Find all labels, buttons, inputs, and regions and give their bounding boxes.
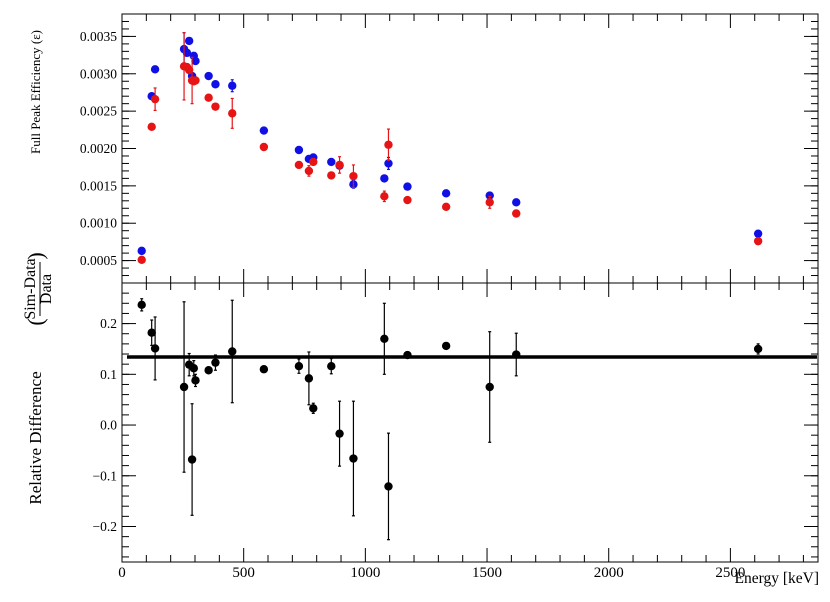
bottom-data-point [211, 358, 220, 367]
bottom-data-point [137, 300, 146, 310]
top-data-point [294, 145, 304, 155]
bottom-x-tick-label: 2000 [594, 565, 624, 581]
bottom-data-point [191, 376, 200, 385]
top-data-point [485, 191, 494, 200]
top-data-point [204, 93, 213, 102]
bottom-data-point [753, 344, 763, 354]
top-data-point [384, 159, 393, 168]
top-data-point [327, 171, 336, 180]
top-data-point [147, 122, 156, 132]
bottom-data-point [147, 328, 156, 337]
top-data-point [184, 65, 194, 75]
top-data-point [137, 246, 146, 256]
top-data-point [327, 157, 336, 167]
top-data-point [512, 209, 521, 218]
top-data-point [304, 166, 314, 176]
top-data-point [228, 109, 237, 118]
bottom-data-point [403, 350, 412, 360]
top-data-point [485, 198, 494, 207]
top-y-axis-label: Full Peak Efficiency (ε) [28, 30, 43, 154]
bottom-data-point [259, 365, 269, 374]
top-data-point [228, 81, 237, 90]
bottom-data-point [204, 366, 213, 375]
top-data-point [403, 182, 412, 191]
bottom-data-point [294, 361, 304, 371]
bottom-data-point [179, 382, 189, 392]
top-data-point [204, 71, 213, 81]
bottom-data-point [335, 429, 344, 438]
bottom-x-tick-label: 500 [232, 565, 255, 581]
top-data-point [211, 102, 220, 111]
bottom-y-axis-label: Relative Difference ( Sim-Data Data ) [22, 252, 55, 504]
top-data-point [184, 36, 194, 46]
bottom-y-axis-label-prefix: Relative Difference [26, 371, 45, 504]
bottom-x-tick-label: 0 [118, 565, 126, 581]
top-y-tick-label: 0.0010 [80, 216, 117, 231]
bottom-y-axis-label-numerator: Sim-Data [22, 258, 39, 319]
top-data-point [191, 76, 200, 85]
top-data-point [150, 94, 160, 104]
bottom-data-point [380, 334, 389, 343]
bottom-y-tick-label: 0.2 [100, 316, 117, 331]
bottom-data-point [228, 347, 237, 356]
top-data-point [753, 229, 763, 238]
top-y-tick-label: 0.0015 [80, 178, 117, 193]
top-y-tick-label: 0.0035 [80, 29, 117, 44]
top-data-point [191, 56, 200, 66]
top-data-point [441, 189, 451, 198]
bottom-y-tick-label: 0.0 [100, 418, 117, 433]
bottom-data-point [441, 341, 451, 351]
top-data-point [294, 160, 304, 170]
bottom-plot-frame [121, 282, 819, 563]
top-data-point [150, 65, 160, 74]
top-data-point [384, 140, 393, 149]
bottom-series-relative_difference [137, 298, 763, 541]
top-y-tick-label: 0.0005 [80, 253, 117, 268]
bottom-y-tick-label: −0.2 [93, 519, 118, 534]
bottom-data-point [187, 455, 197, 464]
bottom-x-tick-label: 2500 [715, 565, 745, 581]
bottom-data-point [485, 382, 494, 392]
bottom-y-tick-label: 0.1 [100, 367, 117, 382]
top-data-point [512, 198, 521, 207]
bottom-panel-relative-difference: −0.2 −0.1 0.0 0.1 0.2 0 500 1000 1500 2000 2500 [93, 282, 819, 581]
top-data-point [211, 80, 220, 89]
top-data-point [335, 160, 344, 170]
top-y-tick-label: 0.0020 [80, 141, 117, 156]
bottom-data-point [327, 361, 336, 371]
top-series-series_a [137, 32, 763, 256]
top-data-point [259, 126, 269, 135]
top-y-tick-label: 0.0025 [80, 104, 117, 119]
bottom-data-point [512, 350, 521, 359]
bottom-x-tick-label: 1500 [472, 565, 502, 581]
bottom-y-axis-label-paren-open: ( [23, 318, 48, 325]
bottom-x-tick-label: 1000 [350, 565, 380, 581]
top-data-point [753, 236, 763, 246]
top-series-series_b [137, 32, 763, 265]
top-data-point [182, 48, 192, 58]
bottom-data-point [150, 344, 160, 353]
x-axis-label: Energy [keV] [734, 570, 819, 587]
bottom-data-point [309, 404, 318, 413]
top-y-tick-label: 0.0030 [80, 66, 117, 81]
bottom-data-point [189, 364, 198, 373]
top-data-point [441, 202, 451, 211]
top-data-point [380, 192, 389, 201]
bottom-data-point [304, 374, 314, 383]
bottom-data-point [384, 482, 393, 491]
top-data-point [380, 174, 389, 183]
top-panel-efficiency: 0.0005 0.0010 0.0015 0.0020 0.0025 0.0030 0.00… [80, 13, 819, 284]
bottom-data-point [349, 454, 358, 463]
bottom-y-tick-label: −0.1 [93, 468, 118, 483]
top-data-point [349, 171, 358, 181]
top-data-point [259, 142, 269, 152]
bottom-y-axis-label-denominator: Data [38, 274, 55, 304]
top-plot-frame [121, 13, 819, 284]
top-data-point [309, 157, 318, 167]
top-data-point [137, 255, 146, 265]
top-data-point [403, 195, 412, 205]
bottom-y-axis-label-paren-close: ) [23, 252, 48, 259]
